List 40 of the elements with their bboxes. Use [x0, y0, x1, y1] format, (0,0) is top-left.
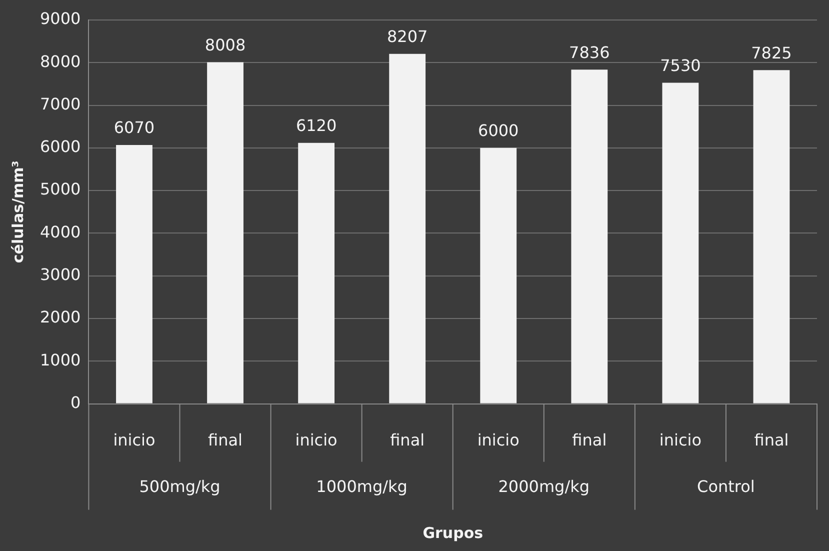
y-tick-label: 9000 — [40, 9, 81, 28]
y-tick-label: 3000 — [40, 265, 81, 284]
x-tick-label: inicio — [295, 430, 338, 450]
data-label: 6070 — [114, 118, 155, 138]
x-tick-label: inicio — [477, 430, 520, 450]
x-axis-title: Grupos — [422, 524, 484, 542]
bar — [389, 54, 426, 404]
bar — [662, 82, 699, 404]
y-tick-label: 8000 — [40, 52, 81, 71]
x-tick-label: inicio — [659, 430, 702, 450]
bar — [480, 148, 517, 404]
y-tick-label: 6000 — [40, 137, 81, 156]
x-tick-label: final — [754, 430, 789, 450]
text: Control — [697, 476, 755, 496]
data-label: 7530 — [660, 56, 701, 75]
data-label: 6000 — [478, 121, 519, 140]
y-tick-label: 5000 — [40, 180, 81, 199]
text: 2000mg/kg — [498, 476, 590, 496]
y-tick-label: 7000 — [40, 94, 81, 114]
text: 1000mg/kg — [316, 476, 408, 496]
data-label: 8207 — [386, 26, 428, 46]
bar — [207, 62, 244, 404]
x-tick-label: inicio — [113, 430, 156, 450]
x-tick-label: final — [208, 430, 243, 450]
y-tick-label: 0 — [70, 392, 81, 412]
data-label: 8008 — [204, 35, 246, 54]
data-label: 7836 — [569, 42, 610, 62]
bar — [753, 70, 790, 404]
data-label: 6120 — [296, 116, 337, 135]
x-tick-label: final — [390, 430, 425, 450]
text: 500mg/kg — [139, 476, 220, 496]
bar — [116, 144, 152, 404]
data-label: 7825 — [751, 43, 792, 62]
x-tick-label: final — [572, 430, 607, 450]
bar — [298, 142, 335, 404]
y-axis-title: células/mm³ — [8, 160, 27, 264]
bar — [571, 70, 608, 404]
y-tick-label: 4000 — [40, 222, 81, 242]
y-tick-label: 1000 — [40, 350, 81, 370]
y-tick-label: 2000 — [40, 308, 81, 327]
